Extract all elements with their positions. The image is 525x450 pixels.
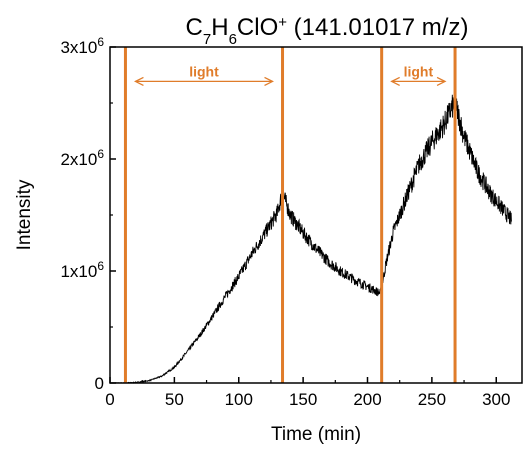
series-line-0 [109,91,512,384]
x-tick-label-5: 250 [418,390,446,409]
axis-ticks: 0 50 100 150 200 250 300 0 1x106 2x106 3x106 [60,35,510,409]
arrowhead-right-1 [436,76,447,86]
x-axis-label: Time (min) [271,424,361,445]
x-tick-label-4: 200 [353,390,381,409]
y-axis-label: Intensity [14,179,35,250]
annotation-label-0: light [189,63,219,79]
y-tick-label-3: 3x106 [60,35,104,57]
light-annotation-1: light [390,63,447,86]
x-tick-label-1: 50 [165,390,184,409]
title-part-4: ClO [237,14,278,41]
title-part-2: H [211,14,228,41]
title-part-6: (141.01017 m/z) [287,14,468,41]
chart-title: C7H6ClO+ (141.01017 m/z) [186,14,469,48]
x-tick-label-0: 0 [105,390,114,409]
x-tick-label-3: 150 [289,390,317,409]
plot-area: light light [109,47,512,384]
title-part-0: C [186,14,203,41]
plot-frame [109,46,523,384]
arrowhead-right-0 [264,76,274,86]
annotation-label-1: light [404,63,434,79]
y-tick-label-1: 1x106 [60,259,104,281]
light-annotation-0: light [133,63,274,86]
y-tick-label-2: 2x106 [60,147,104,169]
title-part-5: + [278,14,287,31]
x-tick-label-6: 300 [482,390,510,409]
x-tick-label-2: 100 [225,390,253,409]
arrowhead-left-0 [133,76,144,86]
arrowhead-left-1 [390,76,400,86]
y-tick-label-0: 0 [95,374,104,393]
title-part-3: 6 [229,31,237,48]
title-part-1: 7 [203,31,211,48]
